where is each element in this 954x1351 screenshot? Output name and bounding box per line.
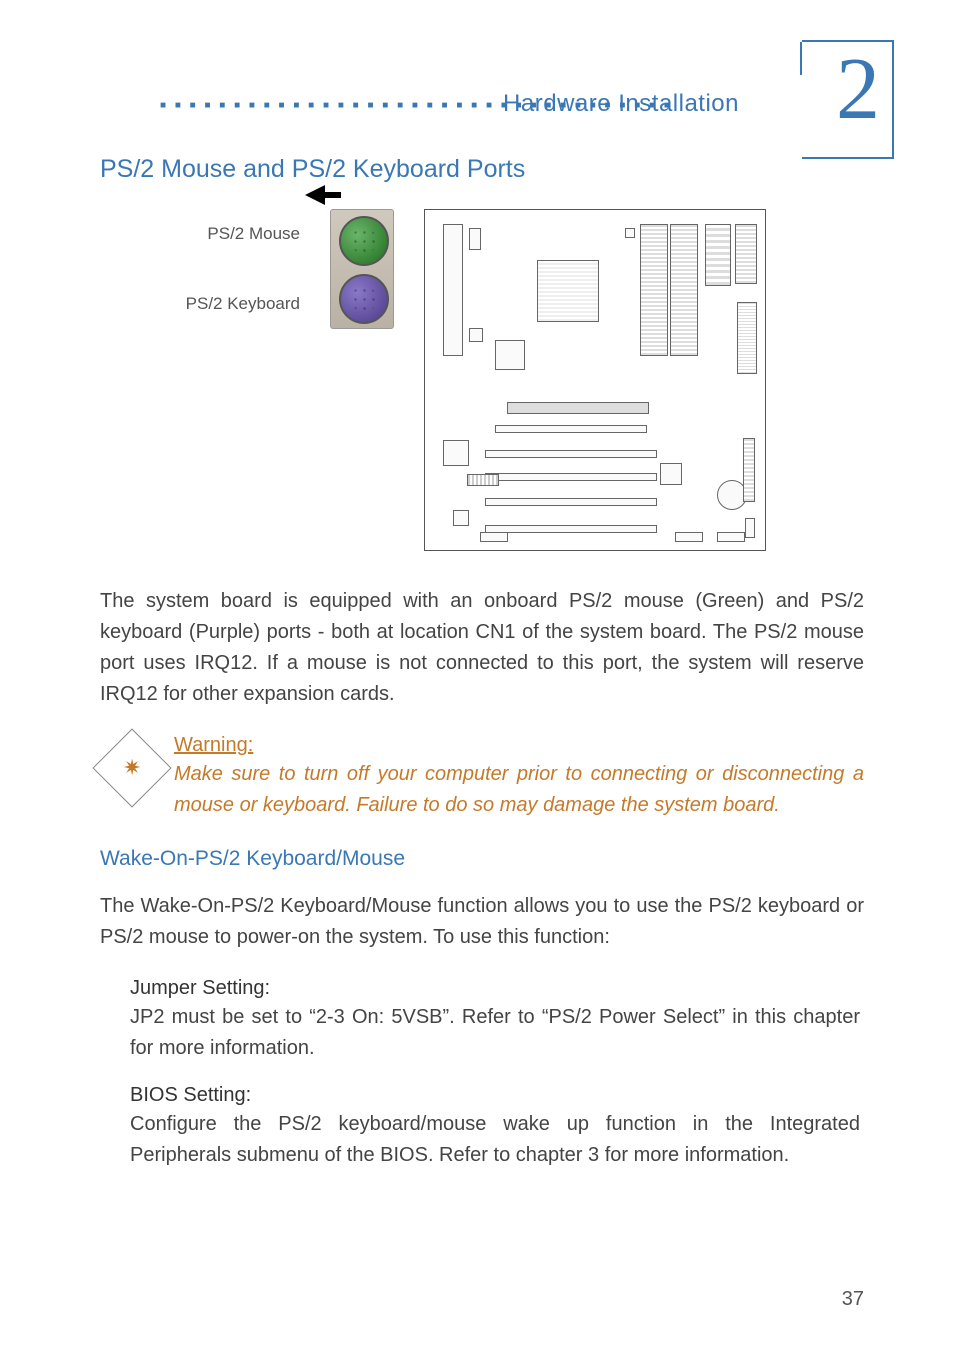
ps2-mouse-port-icon xyxy=(339,216,389,266)
subsection-body: The Wake-On-PS/2 Keyboard/Mouse function… xyxy=(100,891,864,953)
section-title: PS/2 Mouse and PS/2 Keyboard Ports xyxy=(100,155,864,184)
keyboard-label: PS/2 Keyboard xyxy=(160,294,300,314)
chapter-number-box: 2 xyxy=(802,40,894,159)
page-header: ■ ■ ■ ■ ■ ■ ■ ■ ■ ■ ■ ■ ■ ■ ■ ■ ■ ■ ■ ■ … xyxy=(100,50,864,140)
page: ■ ■ ■ ■ ■ ■ ■ ■ ■ ■ ■ ■ ■ ■ ■ ■ ■ ■ ■ ■ … xyxy=(0,0,954,1351)
subsection-title: Wake-On-PS/2 Keyboard/Mouse xyxy=(100,847,864,871)
jumper-block: Jumper Setting: JP2 must be set to “2-3 … xyxy=(130,977,860,1064)
figure-area: PS/2 Mouse PS/2 Keyboard xyxy=(160,209,864,551)
port-labels: PS/2 Mouse PS/2 Keyboard xyxy=(160,209,300,314)
ps2-ports-photo xyxy=(330,209,394,329)
bios-heading: BIOS Setting: xyxy=(130,1084,860,1107)
jumper-text: JP2 must be set to “2-3 On: 5VSB”. Refer… xyxy=(130,1002,860,1064)
warning-text: Make sure to turn off your computer prio… xyxy=(174,759,864,821)
motherboard-diagram xyxy=(424,209,766,551)
chapter-number: 2 xyxy=(836,46,880,134)
warning-block: ✷ Warning: Make sure to turn off your co… xyxy=(100,734,864,821)
bios-text: Configure the PS/2 keyboard/mouse wake u… xyxy=(130,1109,860,1171)
jumper-heading: Jumper Setting: xyxy=(130,977,860,1000)
warning-title: Warning: xyxy=(174,734,864,757)
bios-block: BIOS Setting: Configure the PS/2 keyboar… xyxy=(130,1084,860,1171)
body-paragraph: The system board is equipped with an onb… xyxy=(100,586,864,710)
pointer-arrow xyxy=(305,185,325,205)
header-label: Hardware Installation xyxy=(503,90,739,118)
mouse-label: PS/2 Mouse xyxy=(160,224,300,244)
ps2-keyboard-port-icon xyxy=(339,274,389,324)
page-number: 37 xyxy=(842,1288,864,1311)
warning-icon: ✷ xyxy=(92,728,171,807)
